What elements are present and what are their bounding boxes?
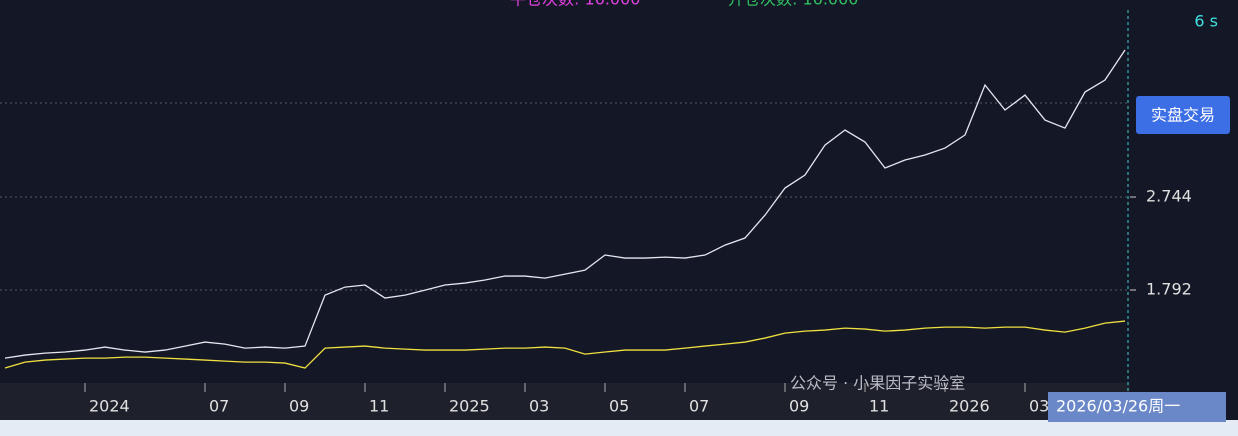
series-line: [4, 49, 1126, 359]
x-tick-label: 03: [1029, 397, 1049, 416]
status-strip: [0, 420, 1238, 436]
cursor-date: 2026/03/26周一: [1056, 397, 1180, 416]
date-box: [1048, 392, 1226, 422]
x-tick-label: 11: [369, 397, 389, 416]
x-tick-label: 09: [289, 397, 309, 416]
header-label: 平仓次数: 16.000: [510, 0, 640, 9]
header-label: 开仓次数: 16.000: [728, 0, 858, 9]
x-tick-label: 09: [789, 397, 809, 416]
x-tick-label: 2024: [89, 397, 130, 416]
timer: 6 s: [1194, 12, 1218, 31]
y-tick-label: 2.744: [1146, 187, 1192, 206]
series-line: [4, 320, 1126, 369]
x-tick-label: 07: [689, 397, 709, 416]
watermark: 公众号 · 小果因子实验室: [790, 374, 965, 393]
x-tick-label: 2025: [449, 397, 490, 416]
x-axis-bg: [0, 383, 1130, 420]
y-tick-label: 1.792: [1146, 280, 1192, 299]
trade-button-label[interactable]: 实盘交易: [1151, 106, 1215, 125]
x-tick-label: 05: [609, 397, 629, 416]
x-tick-label: 03: [529, 397, 549, 416]
x-tick-label: 2026: [949, 397, 990, 416]
x-tick-label: 11: [869, 397, 889, 416]
trade-button[interactable]: [1136, 96, 1230, 134]
x-tick-label: 07: [209, 397, 229, 416]
